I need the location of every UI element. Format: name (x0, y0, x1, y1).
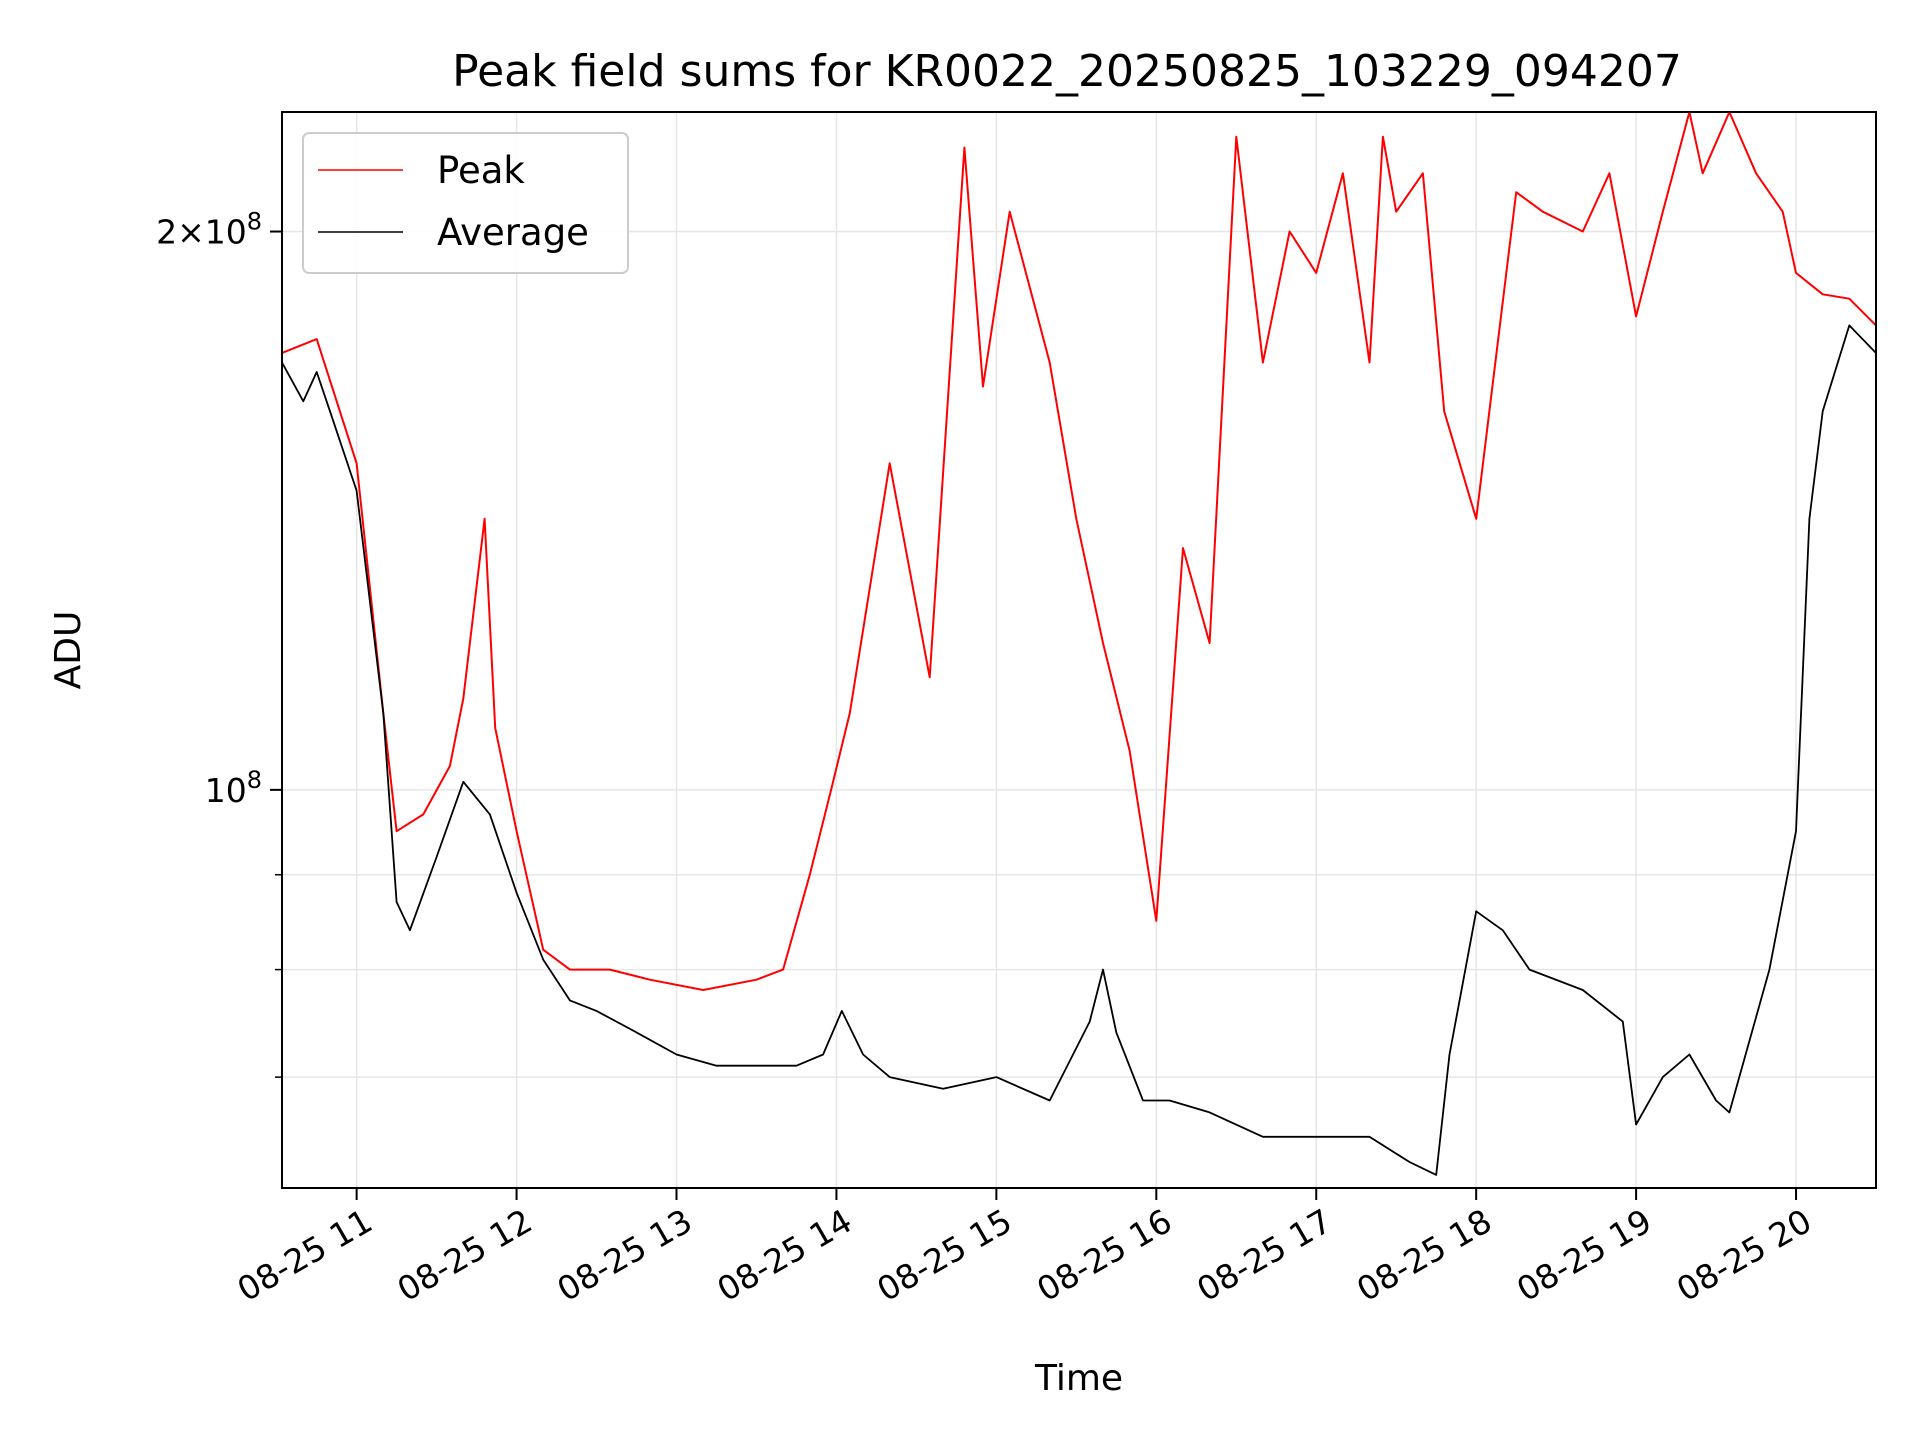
series-line-average (282, 324, 1876, 1176)
chart-title: Peak field sums for KR0022_20250825_1032… (452, 46, 1682, 97)
legend-label-peak: Peak (437, 149, 525, 192)
plot-frame (281, 111, 1877, 1189)
legend-label-average: Average (437, 211, 589, 254)
legend-box (302, 132, 629, 274)
x-axis-label: Time (1034, 1358, 1123, 1399)
grid (282, 112, 1876, 1188)
series-line-peak (282, 112, 1876, 991)
y-tick-label: 2×108 (156, 208, 262, 252)
plot-area (282, 112, 1876, 1176)
legend: Peak Average (302, 132, 629, 274)
y-axis-label: ADU (48, 611, 89, 690)
y-tick-label: 108 (205, 766, 262, 810)
